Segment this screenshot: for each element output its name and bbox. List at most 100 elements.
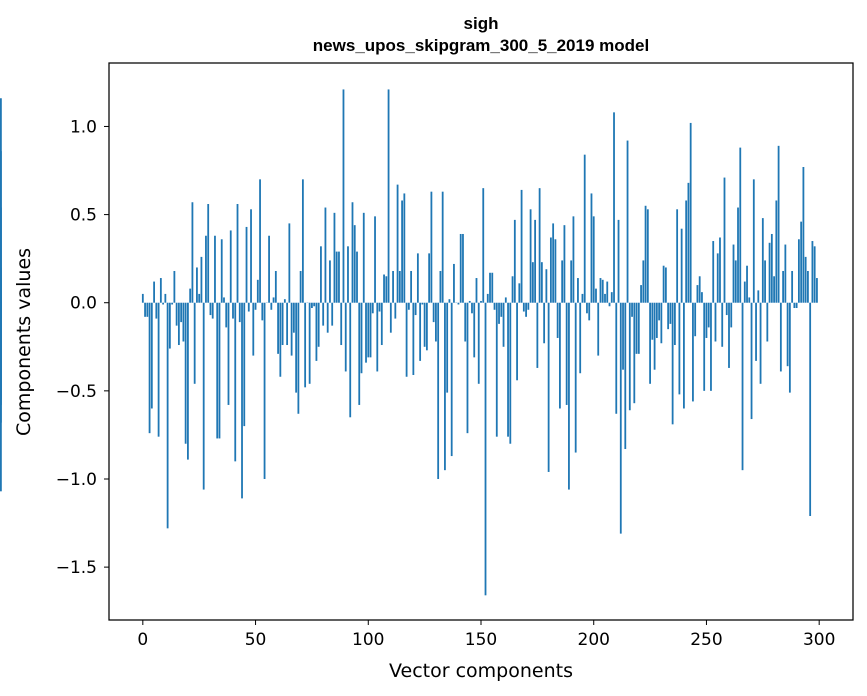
- bar: [378, 302, 381, 312]
- bar: [752, 179, 755, 303]
- bar: [272, 297, 275, 303]
- bar: [164, 293, 167, 303]
- bar: [811, 241, 814, 303]
- bar: [606, 281, 609, 303]
- bar: [159, 278, 162, 303]
- x-tick-label: 250: [690, 630, 722, 650]
- bar: [531, 262, 534, 303]
- bar: [583, 154, 586, 303]
- bar: [347, 246, 349, 303]
- bar: [816, 278, 818, 303]
- bar: [405, 302, 408, 377]
- bar: [236, 204, 239, 303]
- bar: [719, 237, 721, 303]
- bar: [389, 302, 392, 333]
- bar: [439, 270, 442, 303]
- bar: [214, 235, 216, 303]
- bar: [723, 177, 726, 303]
- bar: [466, 302, 469, 434]
- bar: [658, 302, 661, 321]
- x-tick-label: 150: [465, 630, 497, 650]
- bar: [270, 302, 273, 310]
- bar: [637, 302, 640, 354]
- bar: [572, 216, 575, 303]
- bar: [624, 302, 627, 450]
- bar: [513, 219, 516, 303]
- bar: [462, 233, 464, 303]
- bar: [407, 302, 410, 310]
- bar: [703, 302, 706, 391]
- bar: [180, 302, 183, 323]
- bar: [757, 290, 760, 303]
- bar: [743, 281, 746, 303]
- bar: [459, 233, 462, 303]
- bar: [613, 112, 615, 303]
- bar: [340, 302, 343, 346]
- bar: [292, 302, 295, 333]
- bar: [155, 302, 158, 319]
- bar: [311, 302, 313, 309]
- bar: [430, 191, 433, 303]
- bar: [453, 263, 455, 303]
- bar: [191, 202, 194, 303]
- bar: [795, 302, 798, 309]
- bar: [349, 302, 352, 418]
- bar: [685, 200, 688, 303]
- bar: [301, 179, 304, 303]
- bar: [437, 302, 440, 479]
- bar: [534, 219, 537, 303]
- bar: [522, 302, 525, 312]
- bar: [608, 302, 611, 307]
- bar: [353, 225, 356, 303]
- bar: [504, 297, 507, 303]
- bar: [297, 302, 300, 414]
- bar: [232, 302, 234, 319]
- bar: [732, 244, 735, 303]
- bar: [626, 140, 629, 303]
- bar: [227, 302, 230, 405]
- bar: [489, 272, 491, 303]
- bar: [536, 302, 539, 368]
- chart-title: sigh: [464, 14, 499, 33]
- bar: [423, 302, 426, 347]
- bar: [642, 260, 645, 303]
- bar: [646, 209, 649, 303]
- x-tick-label: 100: [352, 630, 384, 650]
- bar: [441, 191, 444, 303]
- bar: [786, 302, 789, 367]
- bar: [0, 302, 2, 423]
- bar: [218, 302, 221, 439]
- bar: [374, 216, 376, 303]
- bar: [403, 193, 406, 303]
- bar: [171, 302, 174, 305]
- bar: [288, 223, 291, 303]
- y-tick-label: −1.5: [56, 558, 97, 578]
- bar: [619, 302, 622, 534]
- bar: [229, 230, 232, 303]
- bar: [748, 297, 751, 303]
- bar: [457, 302, 460, 305]
- bar: [741, 302, 744, 471]
- bar: [480, 300, 482, 303]
- bar: [694, 302, 697, 337]
- bar: [525, 302, 527, 317]
- bar: [649, 302, 651, 384]
- bar: [338, 251, 340, 303]
- bar: [225, 302, 228, 328]
- bar: [696, 285, 699, 303]
- bar: [313, 302, 316, 307]
- bar: [0, 297, 2, 303]
- bar: [770, 233, 773, 303]
- bar: [193, 302, 196, 384]
- bar: [746, 265, 748, 303]
- bar: [421, 302, 424, 305]
- bar: [329, 260, 331, 303]
- bar: [498, 302, 500, 324]
- bar: [604, 293, 606, 303]
- x-tick-label: 300: [803, 630, 835, 650]
- bar: [365, 302, 367, 363]
- bar: [511, 276, 514, 303]
- bar: [561, 260, 564, 303]
- bar: [698, 276, 701, 303]
- bar: [502, 302, 505, 347]
